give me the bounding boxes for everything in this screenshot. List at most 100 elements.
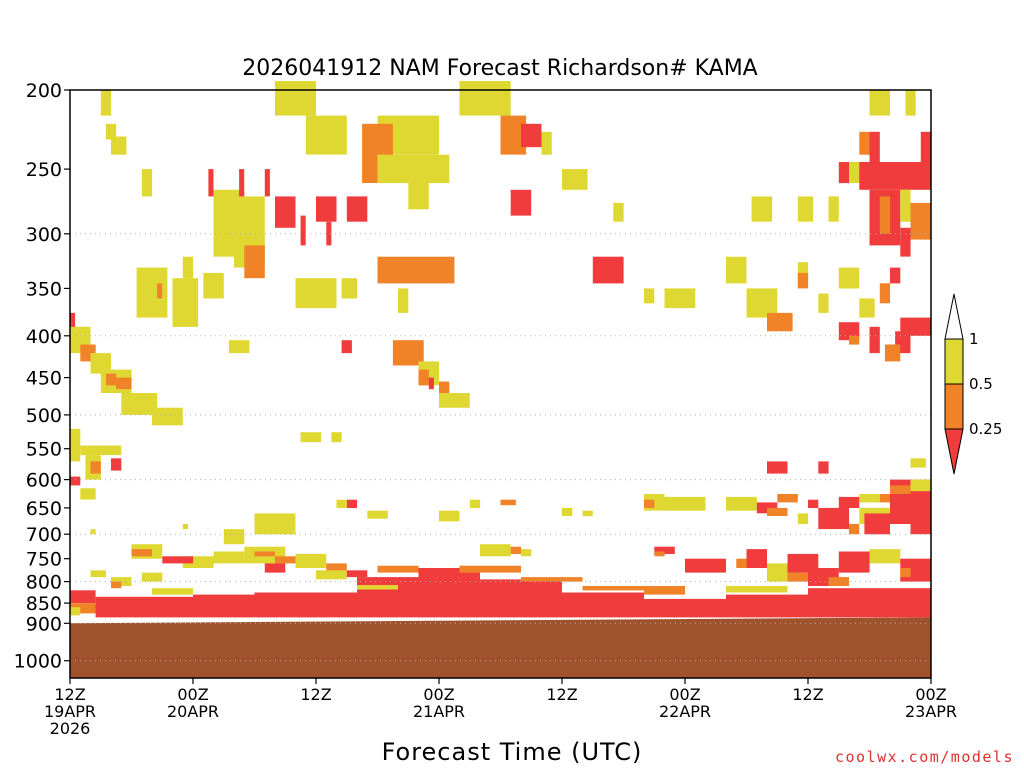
x-tick-label-72-1: 12Z [792,685,823,704]
y-axis: 200 250 300 350 400 450 500 550 600 650 700 7508008… [14,80,70,673]
ri-region-r-63 [890,267,901,284]
ri-region-y-111 [439,510,460,522]
ri-region-o-26 [377,256,455,284]
ri-region-y-186 [357,585,398,590]
ri-region-y-161 [90,570,106,578]
ri-region-y-3 [141,169,153,197]
ri-region-y-131 [90,529,96,535]
ri-region-o-183 [521,577,583,582]
ri-region-y-39 [664,288,696,309]
ri-region-o-12 [244,245,265,279]
y-tick-label-500: 500 [26,405,62,427]
ri-region-o-182 [459,565,521,573]
ri-region-o-5 [157,283,163,299]
ri-region-o-61 [910,202,931,240]
x-tick-label-60-1: 00Z [669,685,700,704]
x-tick-label-60-2: 22APR [659,702,711,721]
ri-region-y-105 [469,499,481,508]
ri-region-y-109 [223,529,245,545]
ri-region-y-132 [182,523,188,530]
ri-region-o-77 [105,373,117,386]
ri-region-o-104 [500,499,516,506]
ri-region-o-168 [70,603,101,614]
ri-region-y-112 [562,507,573,516]
ri-region-r-62 [900,227,911,257]
ri-region-r-149 [685,558,726,573]
ri-region-o-143 [326,563,347,573]
x-tick-label-48-1: 12Z [546,685,577,704]
ri-region-y-6 [172,278,199,327]
ri-region-r-171 [193,594,255,618]
ri-region-y-113 [582,510,593,517]
ri-region-r-37 [592,256,624,284]
y-tick-label-600: 600 [26,470,62,492]
ri-region-y-79 [121,393,158,415]
ri-region-y-4 [136,267,168,318]
ri-region-y-92 [80,445,122,456]
ri-region-o-180 [644,586,685,595]
legend-swatch-1 [944,338,964,385]
ri-region-r-167 [70,590,96,603]
ri-region-r-34 [510,189,532,216]
y-tick-label-650: 650 [26,498,62,520]
x-tick-label-84-1: 00Z [915,685,946,704]
ri-region-o-151 [736,558,747,568]
ri-region-r-136 [162,556,194,564]
ri-region-r-150 [746,549,767,568]
ri-region-r-99 [818,461,829,474]
ri-region-y-28 [341,278,357,299]
ri-region-y-51 [905,90,916,116]
ri-region-r-126 [864,513,890,535]
ri-region-o-52 [859,131,870,155]
ri-region-y-49 [828,196,839,222]
chart-title: 2026041912 NAM Forecast Richardson# KAMA [242,56,758,81]
ri-region-r-177 [644,598,726,618]
ri-region-r-118 [808,499,819,508]
ri-region-y-0 [100,90,112,116]
ri-region-y-107 [336,499,347,508]
ri-region-y-35 [562,169,588,190]
ri-region-y-46 [838,267,860,289]
ri-region-y-47 [751,196,773,222]
plot-area [69,81,932,679]
ri-region-y-137 [213,551,245,564]
x-tick-label-12-1: 00Z [177,685,208,704]
ri-region-r-86 [428,377,434,390]
ri-region-y-7 [182,256,194,279]
legend-swatch-0 [944,293,964,340]
x-tick-label-0-2: 19APR [44,702,96,721]
ri-region-o-148 [654,551,665,557]
y-tick-label-550: 550 [26,439,62,461]
y-tick-label-350: 350 [26,278,62,300]
legend-level-label-0: 1 [969,330,979,348]
ri-region-r-120 [818,507,850,530]
ri-region-y-36 [613,202,624,222]
legend: 1 0.5 0.25 [944,293,1002,475]
ri-region-y-146 [521,549,532,557]
credit-link[interactable]: coolwx.com/models [835,748,1014,766]
ri-region-o-123 [879,494,891,503]
y-tick-label-250: 250 [26,159,62,181]
ri-region-o-78 [116,377,132,390]
ri-region-y-45 [818,293,829,313]
y-tick-label-700: 700 [26,524,62,546]
ri-region-y-91 [70,428,81,462]
ri-region-r-166 [346,570,368,578]
ri-region-o-134 [131,549,152,557]
ri-region-y-102 [664,496,706,511]
ri-region-y-75 [90,353,111,374]
ri-region-y-25 [408,183,429,210]
ri-region-r-173 [357,577,419,618]
ri-region-o-163 [111,581,122,589]
ri-region-r-15 [275,196,296,228]
ri-region-y-27 [295,278,337,309]
ri-region-o-85 [418,369,429,386]
ri-region-r-66 [838,322,860,341]
ri-region-r-178 [726,594,808,618]
ri-region-r-19 [346,196,368,222]
ri-region-o-83 [392,340,424,366]
ri-region-r-18 [326,221,332,246]
ri-region-y-187 [726,586,788,593]
ri-region-r-121 [838,496,860,508]
